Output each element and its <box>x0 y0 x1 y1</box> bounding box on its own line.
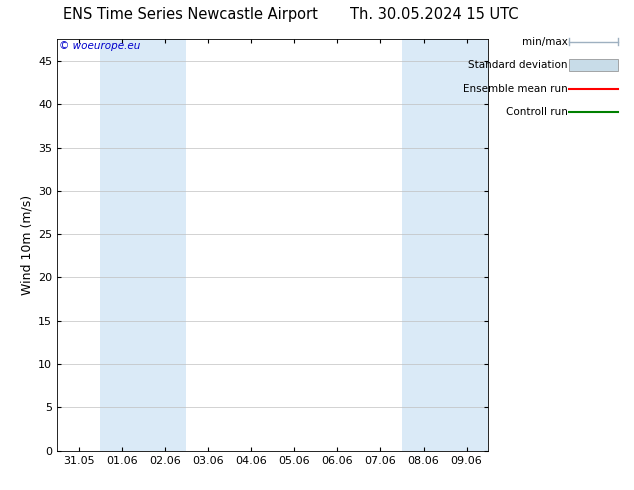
Text: Standard deviation: Standard deviation <box>468 60 567 70</box>
Bar <box>402 39 488 451</box>
Text: © woeurope.eu: © woeurope.eu <box>59 41 141 51</box>
Text: Controll run: Controll run <box>505 107 567 117</box>
Text: ENS Time Series Newcastle Airport: ENS Time Series Newcastle Airport <box>63 7 318 23</box>
Text: min/max: min/max <box>522 37 567 47</box>
Bar <box>100 39 186 451</box>
Y-axis label: Wind 10m (m/s): Wind 10m (m/s) <box>21 195 34 295</box>
Text: Ensemble mean run: Ensemble mean run <box>463 84 567 94</box>
Text: Th. 30.05.2024 15 UTC: Th. 30.05.2024 15 UTC <box>350 7 519 23</box>
